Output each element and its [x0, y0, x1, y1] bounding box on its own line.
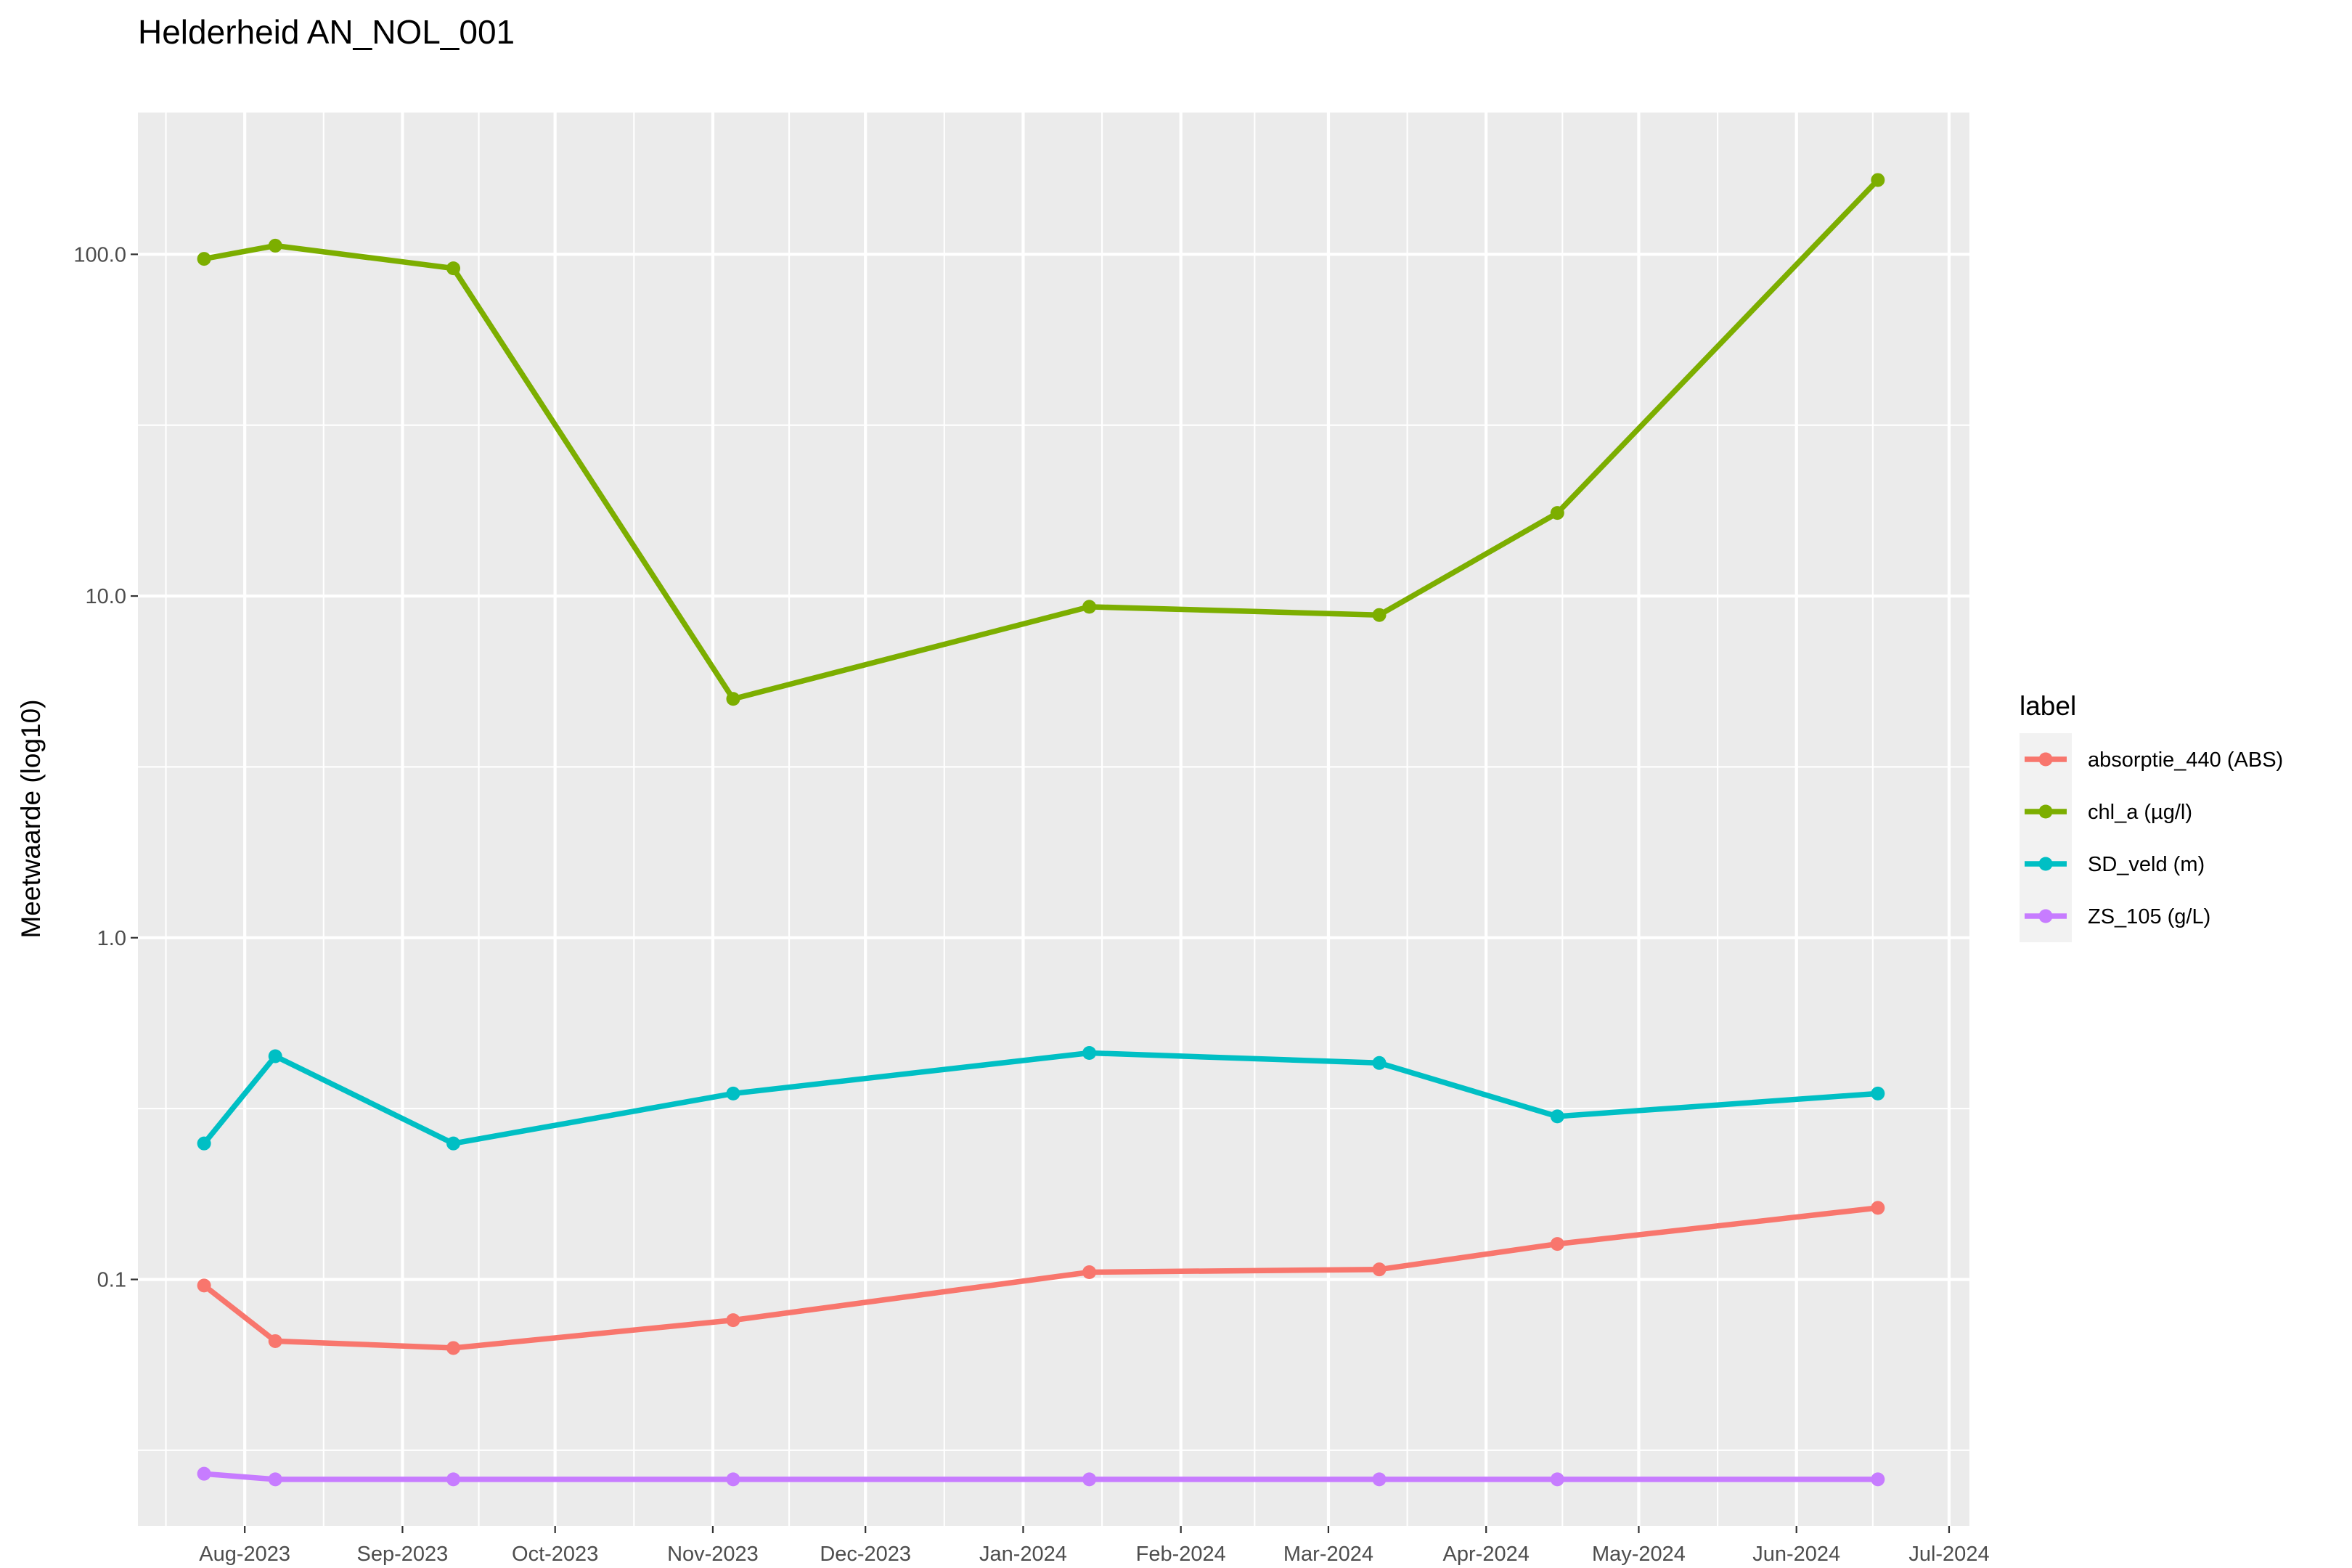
x-tick-label: Sep-2023: [357, 1543, 449, 1566]
x-tick-label: Feb-2024: [1136, 1543, 1226, 1566]
y-tick-label: 100.0: [73, 243, 126, 266]
data-point: [1871, 1472, 1885, 1487]
data-point: [1082, 600, 1097, 614]
legend-item: SD_veld (m): [2020, 838, 2205, 890]
data-point: [726, 692, 740, 706]
data-point: [446, 1472, 461, 1487]
data-point: [446, 261, 461, 276]
series: [197, 173, 1885, 706]
data-point: [726, 1313, 740, 1328]
y-tick-label: 10.0: [86, 585, 126, 608]
series: [197, 1466, 1885, 1487]
series: [197, 1201, 1885, 1355]
data-point: [1550, 1109, 1564, 1124]
data-point: [268, 238, 282, 253]
data-point: [1871, 1086, 1885, 1101]
data-point: [268, 1334, 282, 1348]
data-point: [1082, 1472, 1097, 1487]
x-tick-label: Dec-2023: [820, 1543, 911, 1566]
data-point: [1550, 1472, 1564, 1487]
legend-label: SD_veld (m): [2088, 853, 2205, 876]
data-point: [1871, 1201, 1885, 1215]
x-axis: Aug-2023 Sep-2023 Oct-2023 Nov-2023 Dec-2023…: [199, 1526, 1990, 1566]
y-tick-label: 1.0: [97, 927, 126, 950]
x-tick-label: May-2024: [1592, 1543, 1686, 1566]
x-tick-label: Jan-2024: [979, 1543, 1067, 1566]
data-point: [268, 1472, 282, 1487]
legend-item: absorptie_440 (ABS): [2020, 733, 2283, 785]
x-tick-label: Jun-2024: [1752, 1543, 1840, 1566]
legend: label absorptie_440 (ABS) chl_a (µg/l) SD_…: [2020, 691, 2283, 942]
data-point: [726, 1086, 740, 1101]
data-point: [446, 1136, 461, 1151]
data-point: [1372, 608, 1387, 622]
series: [197, 1046, 1885, 1151]
legend-key-point: [2038, 857, 2053, 871]
plot-panel: [138, 113, 1969, 1526]
data-point: [446, 1341, 461, 1355]
data-point: [197, 1466, 211, 1481]
series-line: [203, 178, 1880, 702]
y-axis: 0.1 1.0 10.0 100.0: [73, 243, 138, 1291]
data-point: [268, 1049, 282, 1063]
legend-title: label: [2020, 691, 2076, 721]
series-line: [202, 1050, 1879, 1146]
legend-item: ZS_105 (g/L): [2020, 890, 2210, 942]
x-tick-label: Jul-2024: [1908, 1543, 1989, 1566]
data-point: [1871, 173, 1885, 187]
series-line: [202, 1205, 1879, 1351]
data-point: [1082, 1046, 1097, 1061]
legend-key-point: [2038, 909, 2053, 923]
x-tick-label: Oct-2023: [512, 1543, 598, 1566]
minor-gridlines: [138, 113, 1969, 1526]
legend-label: ZS_105 (g/L): [2088, 905, 2210, 928]
x-tick-label: Apr-2024: [1443, 1543, 1530, 1566]
data-point: [1550, 1237, 1564, 1251]
legend-item: chl_a (µg/l): [2020, 785, 2192, 838]
series-line: [203, 1471, 1878, 1482]
data-point: [1372, 1472, 1387, 1487]
data-point: [1550, 506, 1564, 520]
data-point: [1372, 1262, 1387, 1277]
x-tick-label: Aug-2023: [199, 1543, 290, 1566]
series-layer: [197, 173, 1885, 1487]
legend-key-point: [2038, 752, 2053, 767]
legend-label: absorptie_440 (ABS): [2088, 748, 2283, 772]
x-tick-label: Nov-2023: [667, 1543, 759, 1566]
legend-key-point: [2038, 804, 2053, 819]
data-point: [1082, 1265, 1097, 1280]
legend-label: chl_a (µg/l): [2088, 801, 2192, 824]
chart-title: Helderheid AN_NOL_001: [138, 13, 515, 51]
x-tick-label: Mar-2024: [1283, 1543, 1373, 1566]
data-point: [726, 1472, 740, 1487]
y-axis-title: Meetwaarde (log10): [16, 699, 46, 938]
data-point: [197, 1136, 211, 1151]
data-point: [1372, 1055, 1387, 1070]
data-point: [197, 1278, 211, 1293]
y-tick-label: 0.1: [97, 1268, 126, 1291]
data-point: [197, 252, 211, 266]
